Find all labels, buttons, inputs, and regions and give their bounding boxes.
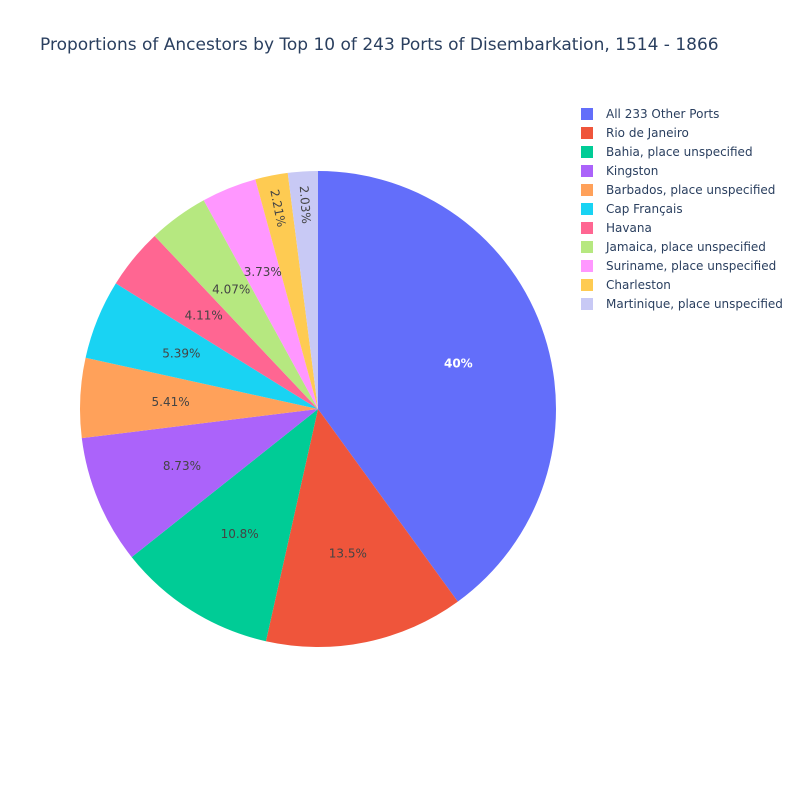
legend-item-martinique-place-unspecified[interactable]: Martinique, place unspecified	[581, 297, 783, 311]
legend-label: Jamaica, place unspecified	[605, 240, 766, 254]
legend-swatch	[581, 184, 593, 196]
legend-label: Martinique, place unspecified	[606, 297, 783, 311]
legend-label: Bahia, place unspecified	[606, 145, 753, 159]
pie-slice-cap-fran-ais[interactable]	[85, 283, 319, 409]
slice-label-jamaica-place-unspecified: 4.07%	[212, 283, 250, 297]
legend-item-cap-fran-ais[interactable]: Cap Français	[581, 202, 683, 216]
slice-label-martinique-place-unspecified: 2.03%	[297, 185, 313, 224]
legend-swatch	[581, 241, 593, 253]
pie-slice-suriname-place-unspecified[interactable]	[203, 179, 318, 409]
legend-label: Havana	[606, 221, 652, 235]
pie-slice-all-233-other-ports[interactable]	[318, 171, 557, 602]
legend-item-suriname-place-unspecified[interactable]: Suriname, place unspecified	[581, 259, 776, 273]
legend-item-rio-de-janeiro[interactable]: Rio de Janeiro	[581, 126, 689, 140]
legend-swatch	[581, 222, 593, 234]
legend-item-charleston[interactable]: Charleston	[581, 278, 671, 292]
legend-label: All 233 Other Ports	[606, 107, 719, 121]
legend-label: Barbados, place unspecified	[606, 183, 775, 197]
slice-label-havana: 4.11%	[185, 309, 223, 323]
legend: All 233 Other Ports Rio de Janeiro Bahia, …	[581, 107, 783, 311]
legend-item-bahia-place-unspecified[interactable]: Bahia, place unspecified	[581, 145, 753, 159]
legend-label: Rio de Janeiro	[606, 126, 689, 140]
pie-slice-havana[interactable]	[115, 235, 319, 409]
pie-slice-charleston[interactable]	[255, 172, 318, 409]
legend-label: Cap Français	[606, 202, 683, 216]
legend-label: Suriname, place unspecified	[606, 259, 776, 273]
legend-swatch	[581, 127, 593, 139]
pie-slice-rio-de-janeiro[interactable]	[265, 409, 458, 647]
slice-label-all-233-other-ports: 40%	[444, 356, 473, 370]
pie-slice-martinique-place-unspecified[interactable]	[287, 171, 318, 409]
pie-slice-kingston[interactable]	[81, 409, 318, 558]
legend-item-barbados-place-unspecified[interactable]: Barbados, place unspecified	[581, 183, 775, 197]
legend-item-havana[interactable]: Havana	[581, 221, 652, 235]
pie-slice-barbados-place-unspecified[interactable]	[79, 357, 318, 439]
legend-label: Charleston	[606, 278, 671, 292]
legend-swatch	[581, 146, 593, 158]
pie-slice-bahia-place-unspecified[interactable]	[131, 409, 318, 642]
slice-label-suriname-place-unspecified: 3.73%	[244, 265, 282, 279]
legend-swatch	[581, 260, 593, 272]
legend-swatch	[581, 279, 593, 291]
legend-item-all-233-other-ports[interactable]: All 233 Other Ports	[581, 107, 719, 121]
legend-item-jamaica-place-unspecified[interactable]: Jamaica, place unspecified	[581, 240, 766, 254]
slice-label-barbados-place-unspecified: 5.41%	[152, 395, 190, 409]
legend-label: Kingston	[606, 164, 658, 178]
legend-item-kingston[interactable]: Kingston	[581, 164, 658, 178]
pie-slices	[79, 171, 557, 647]
legend-swatch	[581, 298, 593, 310]
slice-label-rio-de-janeiro: 13.5%	[329, 547, 367, 561]
legend-swatch	[581, 203, 593, 215]
legend-swatch	[581, 108, 593, 120]
pie-slice-jamaica-place-unspecified[interactable]	[154, 200, 318, 409]
legend-swatch	[581, 165, 593, 177]
slice-label-bahia-place-unspecified: 10.8%	[221, 527, 259, 541]
slice-label-kingston: 8.73%	[163, 459, 201, 473]
slice-label-cap-fran-ais: 5.39%	[162, 346, 200, 360]
chart-title: Proportions of Ancestors by Top 10 of 24…	[40, 35, 719, 55]
